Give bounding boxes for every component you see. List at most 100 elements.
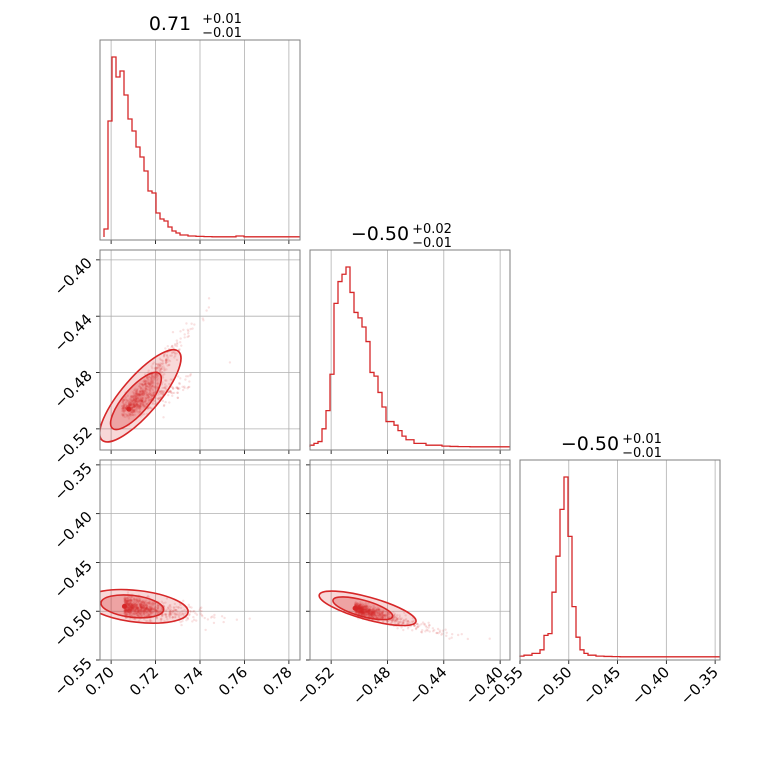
scatter-point — [376, 606, 380, 610]
scatter-point — [132, 604, 135, 608]
scatter-point — [145, 396, 148, 400]
scatter-point — [165, 597, 169, 600]
pair-0-1 — [100, 297, 232, 443]
pair-inner — [318, 590, 491, 641]
scatter-point — [366, 610, 370, 614]
scatter-point — [143, 604, 146, 607]
scatter-point — [361, 608, 364, 611]
scatter-point — [370, 614, 374, 617]
scatter-point — [198, 609, 201, 612]
scatter-point — [358, 605, 361, 609]
scatter-point — [365, 604, 368, 608]
scatter-point — [150, 377, 153, 380]
scatter-point — [137, 393, 141, 396]
scatter-point — [168, 614, 171, 618]
scatter-point — [376, 608, 379, 612]
scatter-point — [122, 399, 125, 402]
scatter-point — [165, 379, 168, 382]
scatter-point — [161, 362, 164, 365]
x-tick-label: −0.52 — [293, 663, 338, 708]
scatter-point — [162, 365, 165, 368]
scatter-point — [125, 601, 129, 604]
scatter-point — [362, 607, 365, 611]
scatter-point — [144, 400, 147, 403]
scatter-point — [411, 616, 415, 620]
scatter-point — [125, 599, 129, 603]
scatter-point — [124, 600, 128, 603]
scatter-point — [360, 611, 364, 614]
scatter-point — [400, 617, 403, 620]
scatter-point — [134, 408, 138, 412]
scatter-point — [138, 597, 141, 601]
scatter-point — [153, 607, 156, 611]
title-err-minus-0: −0.01 — [202, 26, 242, 41]
scatter-point — [375, 613, 378, 617]
scatter-point — [373, 610, 376, 613]
scatter-point — [129, 598, 132, 601]
scatter-point — [122, 415, 125, 418]
scatter-point — [145, 384, 148, 388]
scatter-point — [374, 613, 377, 617]
scatter-point — [132, 398, 136, 402]
scatter-point — [191, 327, 194, 330]
scatter-point — [127, 599, 130, 603]
scatter-point — [153, 386, 156, 389]
scatter-point — [176, 386, 179, 390]
scatter-point — [364, 609, 367, 612]
scatter-point — [369, 613, 373, 617]
scatter-point — [391, 619, 394, 622]
scatter-point — [387, 615, 391, 618]
scatter-point — [356, 605, 360, 608]
scatter-point — [370, 610, 373, 614]
scatter-point — [121, 410, 124, 413]
scatter-point — [123, 409, 126, 413]
scatter-point — [382, 610, 385, 613]
scatter-point — [178, 381, 181, 385]
scatter-point — [368, 607, 372, 611]
scatter-point — [368, 611, 371, 614]
scatter-point — [355, 603, 358, 606]
scatter-point — [132, 396, 135, 399]
scatter-point — [123, 404, 126, 408]
scatter-point — [147, 393, 150, 396]
scatter-point — [358, 604, 361, 607]
scatter-point — [129, 402, 132, 405]
scatter-point — [145, 390, 148, 394]
scatter-point — [189, 373, 193, 376]
scatter-point — [201, 614, 204, 618]
scatter-point — [131, 395, 135, 399]
scatter-point — [152, 607, 155, 610]
scatter-point — [143, 602, 147, 606]
scatter-point — [138, 399, 141, 402]
scatter-point — [134, 396, 137, 400]
scatter-point — [167, 393, 170, 397]
scatter-point — [144, 606, 148, 609]
scatter-point — [161, 399, 165, 403]
scatter-point — [151, 382, 154, 386]
scatter-point — [135, 397, 138, 401]
scatter-point — [136, 403, 140, 407]
scatter-point — [363, 608, 366, 612]
scatter-point — [142, 393, 145, 396]
x-tick-label: −0.44 — [405, 663, 450, 708]
scatter-point — [362, 612, 366, 616]
scatter-point — [397, 620, 401, 623]
scatter-point — [360, 611, 363, 614]
scatter-point — [370, 614, 373, 617]
scatter-point — [136, 392, 139, 395]
scatter-point — [365, 608, 368, 611]
scatter-point — [129, 404, 132, 408]
scatter-point — [382, 614, 386, 618]
scatter-point — [124, 611, 127, 614]
scatter-point — [365, 605, 369, 609]
scatter-point — [137, 404, 140, 407]
scatter-point — [412, 619, 416, 623]
scatter-point — [148, 382, 151, 386]
scatter-point — [361, 603, 364, 607]
scatter-point — [359, 611, 362, 614]
scatter-point — [223, 616, 226, 620]
scatter-point — [159, 362, 162, 365]
scatter-point — [184, 375, 188, 378]
scatter-point — [124, 597, 127, 601]
scatter-point — [365, 607, 369, 611]
